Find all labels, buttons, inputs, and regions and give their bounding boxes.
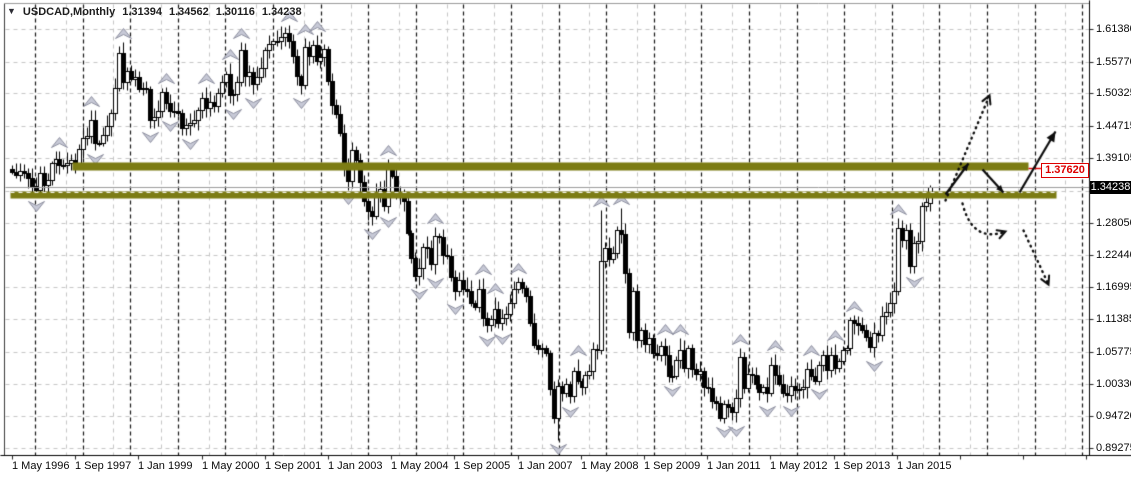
current-price-label: 1.34238 xyxy=(1090,181,1131,194)
x-axis-label: 1 Sep 2005 xyxy=(454,460,511,472)
x-axis-label: 1 May 2008 xyxy=(581,460,639,472)
y-axis-label: 1.16995 xyxy=(1096,280,1131,293)
bar-open-value: 1.31394 xyxy=(122,6,162,18)
x-axis-label: 1 May 1996 xyxy=(12,460,70,472)
x-axis-label: 1 Jan 2015 xyxy=(897,460,952,472)
y-axis-label: 1.44715 xyxy=(1096,119,1131,132)
x-axis-label: 1 Sep 2013 xyxy=(834,460,891,472)
price-callout-label[interactable]: 1.37620 xyxy=(1041,163,1089,178)
y-axis-label: 1.05775 xyxy=(1096,346,1131,359)
x-axis-label: 1 Sep 1997 xyxy=(75,460,132,472)
y-axis-label: 1.11385 xyxy=(1096,313,1131,326)
y-axis-label: 1.61380 xyxy=(1096,23,1131,35)
symbol-period-label: USDCAD,Monthly xyxy=(22,6,116,18)
bar-close-value: 1.34238 xyxy=(261,6,302,18)
bar-low-value: 1.30116 xyxy=(215,6,255,18)
collapse-chart-triangle-icon[interactable]: ▼ xyxy=(7,6,16,16)
x-axis-label: 1 May 2004 xyxy=(391,460,449,472)
y-axis-label: 1.39105 xyxy=(1096,152,1131,165)
x-axis-label: 1 May 2000 xyxy=(202,460,260,472)
x-axis-label: 1 Jan 2003 xyxy=(328,460,383,472)
y-axis-label: 1.55770 xyxy=(1096,55,1131,68)
x-axis-label: 1 Jan 1999 xyxy=(138,460,193,472)
x-axis-label: 1 Jan 2011 xyxy=(707,460,761,472)
x-axis-label: 1 Sep 2001 xyxy=(265,460,322,472)
x-axis-label: 1 Sep 2009 xyxy=(644,460,701,472)
y-axis-label: 1.50325 xyxy=(1096,87,1131,100)
bar-high-value: 1.34562 xyxy=(168,6,209,18)
x-axis-label: 1 Jan 2007 xyxy=(518,460,573,472)
y-axis-label: 1.22440 xyxy=(1096,249,1131,262)
x-axis-label: 1 May 2012 xyxy=(770,460,828,472)
y-axis-label: 0.89275 xyxy=(1096,441,1131,454)
y-axis-label: 1.28050 xyxy=(1096,216,1131,229)
chart-title-bar: ▼ USDCAD,Monthly 1.31394 1.34562 1.30116 1.34… xyxy=(7,6,302,18)
